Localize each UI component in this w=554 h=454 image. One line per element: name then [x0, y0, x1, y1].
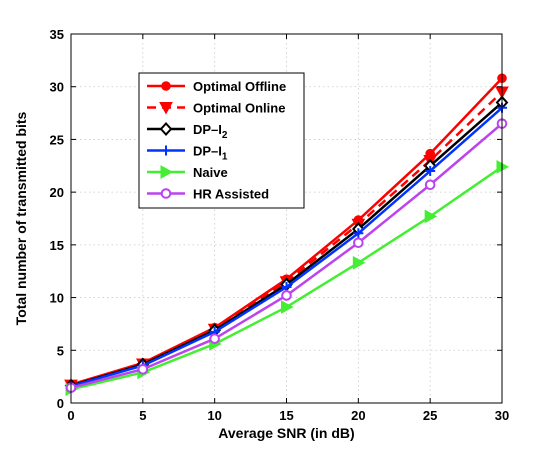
data-point-marker: [281, 300, 294, 314]
legend-label: Optimal Online: [193, 101, 285, 116]
legend-label-text: Optimal Online: [193, 101, 285, 116]
legend-label: HR Assisted: [193, 187, 269, 202]
x-tick-label: 0: [67, 408, 74, 423]
data-point-marker: [353, 228, 364, 239]
x-axis-label: Average SNR (in dB): [218, 425, 354, 441]
legend-entry: DP–I1: [147, 144, 228, 163]
data-point-marker: [159, 122, 173, 136]
y-tick-label: 30: [50, 80, 64, 95]
legend-label-subscript: 1: [222, 152, 228, 163]
y-tick-label: 15: [50, 238, 64, 253]
axis-ticks: 0 5 10 15 20 25 30 0 5 10 15 20 25 30 35: [50, 27, 510, 423]
y-tick-label: 20: [50, 185, 64, 200]
legend-entry: Optimal Offline: [147, 79, 286, 94]
legend-entry: HR Assisted: [147, 187, 269, 202]
data-point-marker: [424, 179, 436, 191]
data-point-marker: [161, 145, 171, 156]
legend-label-text: HR Assisted: [193, 187, 269, 202]
legend-label-text: DP–I: [193, 122, 222, 137]
legend-label-text: DP–I: [193, 144, 222, 159]
data-point-marker: [281, 290, 292, 301]
x-tick-label: 10: [207, 408, 221, 423]
legend-label: DP–I1: [193, 144, 228, 163]
y-tick-label: 5: [57, 343, 64, 358]
data-point-marker: [353, 237, 364, 249]
data-point-marker: [425, 166, 436, 177]
legend-entry: DP–I2: [147, 122, 228, 141]
legend-label: Naive: [193, 165, 228, 180]
data-point-marker: [424, 209, 438, 224]
data-point-marker: [160, 165, 174, 179]
legend-label-subscript: 2: [222, 130, 228, 141]
legend-label-text: Optimal Offline: [193, 79, 286, 94]
x-tick-label: 5: [139, 408, 146, 423]
data-point-marker: [161, 81, 171, 91]
legend-entry: Optimal Online: [147, 101, 285, 116]
y-tick-label: 0: [57, 396, 64, 411]
x-tick-label: 15: [279, 408, 293, 423]
y-tick-label: 25: [50, 132, 64, 147]
x-tick-label: 20: [351, 408, 365, 423]
y-tick-label: 35: [50, 27, 64, 42]
series-layer: [64, 73, 510, 397]
legend-label: DP–I2: [193, 122, 228, 141]
y-axis-label: Total number of transmitted bits: [13, 111, 29, 325]
data-point-marker: [159, 102, 173, 115]
x-tick-label: 25: [423, 408, 437, 423]
data-point-marker: [209, 333, 220, 344]
data-point-marker: [160, 188, 172, 199]
series-5: [65, 118, 508, 394]
legend-box: [138, 72, 305, 209]
data-point-marker: [352, 255, 366, 270]
legend-label-text: Naive: [193, 165, 228, 180]
data-point-marker: [137, 363, 149, 375]
y-tick-label: 10: [50, 291, 64, 306]
x-tick-label: 30: [495, 408, 509, 423]
legend-entry: Naive: [147, 165, 228, 180]
legend-label: Optimal Offline: [193, 79, 286, 94]
